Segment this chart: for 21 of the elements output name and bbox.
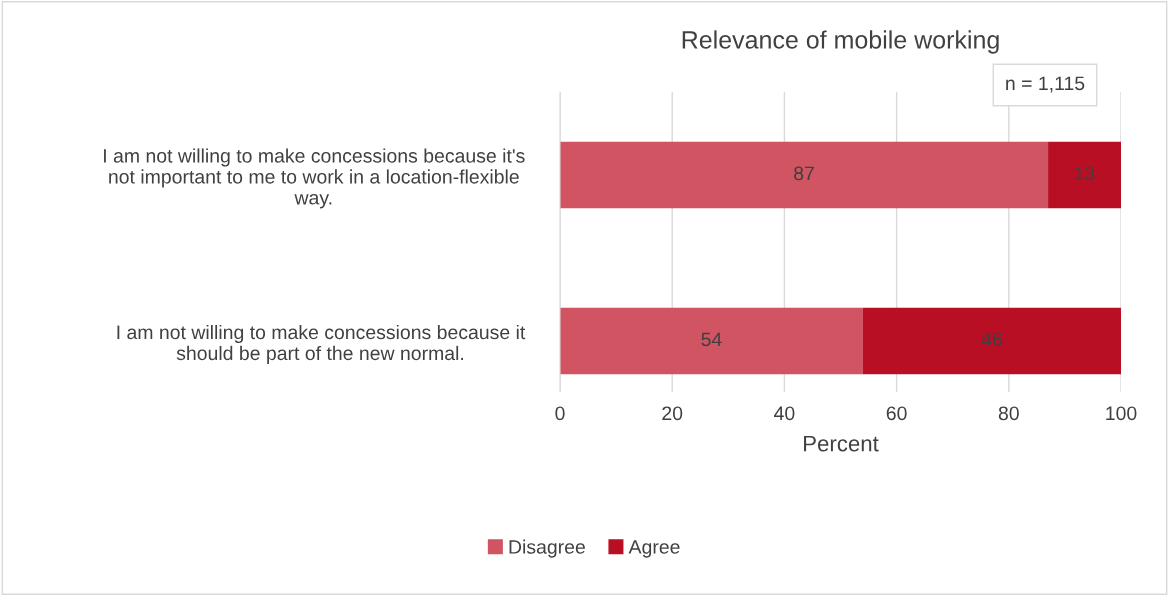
x-axis-title: Percent xyxy=(804,435,879,452)
bar xyxy=(560,307,863,375)
x-tick-label: 0 xyxy=(555,406,565,421)
x-tick-label: 100 xyxy=(1106,406,1137,421)
y-tick-label: I am not willing to make concessions because it should be part of the new normal. xyxy=(117,324,526,364)
data-label: 87 xyxy=(794,166,814,181)
bar xyxy=(1048,141,1121,209)
annotation: n = 1,115 xyxy=(1006,76,1085,93)
legend-label: Disagree xyxy=(509,539,585,558)
bar xyxy=(862,307,1121,375)
x-tick-label: 20 xyxy=(662,406,683,421)
chart-title: Relevance of mobile working xyxy=(682,30,999,54)
x-tick-label: 80 xyxy=(998,406,1019,421)
data-label: 46 xyxy=(981,332,1002,347)
data-label: 54 xyxy=(701,332,722,347)
x-tick-label: 60 xyxy=(886,406,907,421)
legend-label: Agree xyxy=(628,540,680,558)
bar xyxy=(560,141,1049,209)
data-label: 13 xyxy=(1075,166,1095,181)
y-tick-label: I am not willing to make concessions because it's not important to me to work in a location-flexible way. xyxy=(104,148,525,209)
x-tick-label: 40 xyxy=(774,406,795,421)
